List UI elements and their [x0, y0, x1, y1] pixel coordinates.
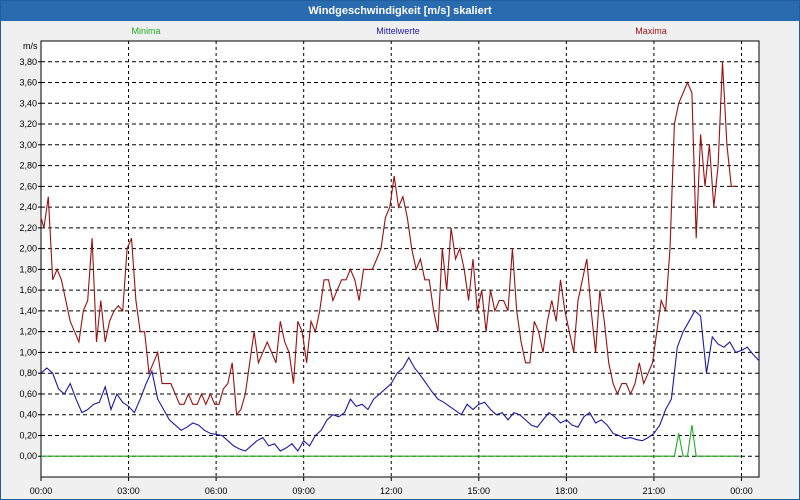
x-axis-ticks: 00:0009.11.2403:0009.11.2406:0009.11.240… [30, 477, 753, 496]
y-tick-label: 0,40 [19, 410, 37, 420]
y-tick-label: 3,60 [19, 78, 37, 88]
x-tick-time: 00:00 [30, 486, 53, 496]
y-tick-label: 2,00 [19, 244, 37, 254]
x-tick-time: 00:00 [730, 486, 753, 496]
y-axis-label: m/s [23, 41, 38, 51]
y-tick-label: 0,80 [19, 368, 37, 378]
x-tick-time: 12:00 [380, 486, 403, 496]
y-tick-label: 2,80 [19, 161, 37, 171]
y-tick-label: 3,80 [19, 57, 37, 67]
y-tick-label: 1,80 [19, 264, 37, 274]
x-tick-time: 15:00 [468, 486, 491, 496]
y-tick-label: 1,40 [19, 306, 37, 316]
y-tick-label: 0,60 [19, 389, 37, 399]
y-tick-label: 1,60 [19, 285, 37, 295]
y-tick-label: 0,00 [19, 451, 37, 461]
y-tick-label: 2,60 [19, 181, 37, 191]
series-line-minima [41, 425, 742, 457]
y-tick-label: 2,40 [19, 202, 37, 212]
legend-maxima: Maxima [635, 26, 667, 36]
window-title: Windgeschwindigkeit [m/s] skaliert [1, 1, 799, 21]
wind-speed-chart: 0,00 0,20 0,40 0,60 0,80 1,00 1,20 1,40 1,60 1,80… [19, 26, 760, 496]
series [40, 61, 760, 457]
series-line-mittelwerte [40, 310, 760, 452]
legend-mittelwerte: Mittelwerte [376, 26, 420, 36]
plot-area [40, 40, 760, 478]
x-tick-time: 21:00 [643, 486, 666, 496]
y-axis-ticks: 0,00 0,20 0,40 0,60 0,80 1,00 1,20 1,40 1,60 1,80… [19, 57, 41, 461]
y-tick-label: 3,20 [19, 119, 37, 129]
grid [41, 41, 759, 477]
y-tick-label: 0,20 [19, 430, 37, 440]
y-tick-label: 1,20 [19, 327, 37, 337]
y-tick-label: 3,00 [19, 140, 37, 150]
legend: Minima Mittelwerte Maxima [131, 26, 666, 36]
x-tick-time: 09:00 [292, 486, 315, 496]
legend-minima: Minima [131, 26, 160, 36]
series-line-maxima [40, 61, 736, 417]
y-tick-label: 2,20 [19, 223, 37, 233]
y-tick-label: 3,40 [19, 98, 37, 108]
y-tick-label: 1,00 [19, 347, 37, 357]
x-tick-time: 18:00 [555, 486, 578, 496]
x-tick-time: 06:00 [205, 486, 228, 496]
x-tick-time: 03:00 [117, 486, 140, 496]
